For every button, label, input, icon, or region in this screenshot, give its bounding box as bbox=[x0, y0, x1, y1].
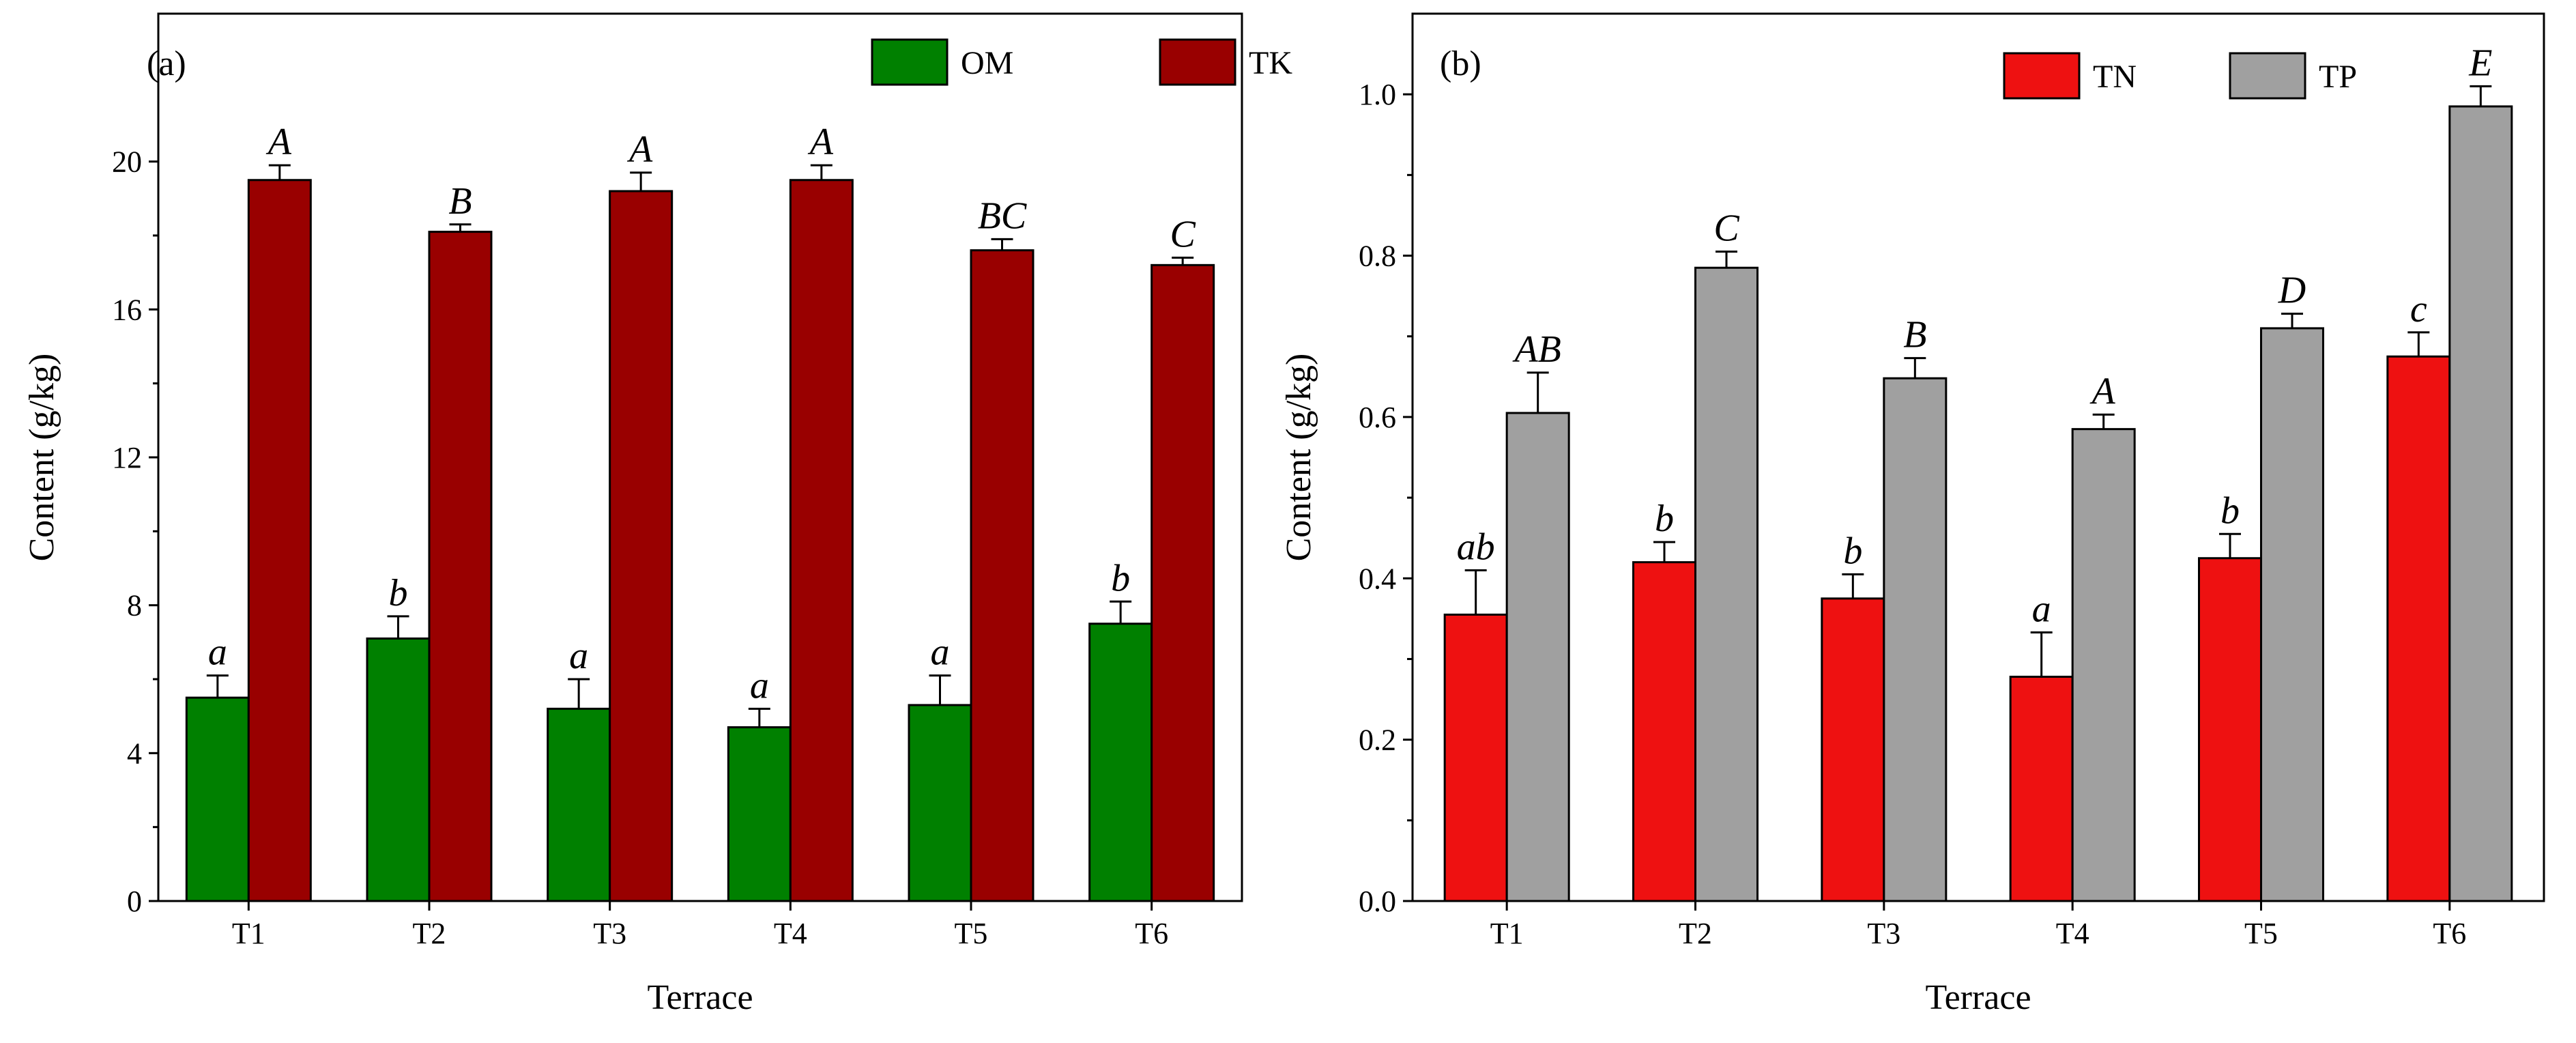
x-tick-label: T1 bbox=[232, 917, 265, 950]
legend-swatch-tn bbox=[2003, 52, 2081, 100]
bar-tk-t5 bbox=[970, 249, 1034, 902]
panel-label: (a) bbox=[147, 44, 186, 83]
bar-om-t5 bbox=[908, 704, 972, 902]
x-tick-label: T4 bbox=[2056, 917, 2089, 950]
significance-label: B bbox=[1903, 314, 1926, 356]
significance-label: BC bbox=[978, 195, 1027, 237]
y-tick-label: 4 bbox=[127, 737, 142, 770]
significance-label: a bbox=[2032, 588, 2051, 630]
legend-label-om: OM bbox=[961, 45, 1013, 81]
significance-label: A bbox=[265, 121, 292, 163]
y-tick-label: 0.2 bbox=[1359, 724, 1396, 757]
bar-tn-t3 bbox=[1821, 597, 1885, 902]
y-tick-label: 8 bbox=[127, 589, 142, 623]
significance-label: b bbox=[1111, 557, 1130, 599]
x-tick-label: T6 bbox=[2433, 917, 2466, 950]
legend-swatch-tk bbox=[1159, 38, 1236, 86]
significance-label: E bbox=[2468, 42, 2492, 84]
x-tick-label: T6 bbox=[1135, 917, 1168, 950]
significance-label: ab bbox=[1457, 526, 1495, 568]
significance-label: b bbox=[1655, 498, 1674, 540]
bar-om-t2 bbox=[366, 637, 431, 902]
y-axis-title: Content (g/kg) bbox=[23, 354, 61, 562]
significance-label: a bbox=[750, 664, 769, 706]
x-tick-label: T1 bbox=[1490, 917, 1524, 950]
significance-label: b bbox=[389, 572, 408, 614]
x-tick-label: T2 bbox=[413, 917, 446, 950]
x-tick-label: T2 bbox=[1679, 917, 1712, 950]
significance-label: C bbox=[1170, 214, 1196, 256]
bar-tp-t1 bbox=[1505, 412, 1570, 902]
bar-tk-t6 bbox=[1150, 263, 1215, 902]
y-axis-title: Content (g/kg) bbox=[1279, 354, 1318, 562]
bar-tk-t1 bbox=[247, 179, 312, 902]
significance-label: c bbox=[2410, 288, 2427, 330]
x-tick-label: T3 bbox=[593, 917, 626, 950]
panel-label: (b) bbox=[1440, 44, 1481, 83]
bar-tn-t2 bbox=[1632, 561, 1696, 902]
y-tick-label: 0.6 bbox=[1359, 401, 1396, 434]
legend-swatch-om bbox=[871, 38, 949, 86]
bar-tk-t3 bbox=[609, 190, 674, 902]
bar-tp-t5 bbox=[2260, 327, 2324, 902]
bar-om-t6 bbox=[1088, 623, 1153, 902]
panel-a: a b a a a b A B A A BC C 0 4 8 12 16 20 T1 T2 T3 T4 T5 T6 Terrac… bbox=[23, 12, 1292, 1017]
y-tick-label: 0.8 bbox=[1359, 240, 1396, 273]
bar-tp-t6 bbox=[2448, 105, 2513, 902]
legend-label-tk: TK bbox=[1249, 45, 1292, 81]
significance-label: b bbox=[1843, 530, 1862, 572]
plot-frame bbox=[1411, 12, 2545, 902]
bar-tp-t3 bbox=[1883, 377, 1948, 902]
significance-label: AB bbox=[1511, 328, 1561, 371]
bar-tk-t4 bbox=[789, 179, 854, 902]
y-tick-label: 0.0 bbox=[1359, 885, 1396, 918]
y-tick-label: 20 bbox=[112, 145, 142, 179]
plot-frame bbox=[157, 12, 1243, 902]
bar-tk-t2 bbox=[428, 231, 493, 902]
significance-label: B bbox=[448, 180, 472, 223]
x-axis-title: Terrace bbox=[647, 978, 753, 1017]
significance-label: b bbox=[2220, 489, 2240, 532]
legend-label-tn: TN bbox=[2093, 59, 2137, 95]
bar-tp-t2 bbox=[1694, 266, 1759, 902]
bar-tp-t4 bbox=[2071, 428, 2136, 902]
y-tick-label: 0.4 bbox=[1359, 562, 1396, 595]
legend-swatch-tp bbox=[2229, 52, 2306, 100]
significance-label: C bbox=[1713, 208, 1739, 250]
significance-label: A bbox=[626, 128, 653, 171]
y-tick-label: 0 bbox=[127, 885, 142, 918]
bar-tn-t1 bbox=[1443, 613, 1508, 902]
bar-om-t3 bbox=[547, 707, 611, 902]
y-tick-label: 16 bbox=[112, 293, 142, 326]
bar-tn-t5 bbox=[2198, 557, 2262, 902]
x-tick-label: T3 bbox=[1867, 917, 1900, 950]
x-tick-label: T4 bbox=[774, 917, 807, 950]
y-tick-label: 12 bbox=[112, 441, 142, 474]
significance-label: A bbox=[2089, 370, 2116, 412]
bar-tn-t6 bbox=[2386, 355, 2451, 902]
significance-label: a bbox=[569, 635, 588, 677]
x-axis-title: Terrace bbox=[1925, 978, 2031, 1017]
x-tick-label: T5 bbox=[955, 917, 988, 950]
legend-label-tp: TP bbox=[2319, 59, 2357, 95]
significance-label: a bbox=[931, 631, 950, 674]
bar-om-t1 bbox=[185, 696, 250, 902]
significance-label: A bbox=[807, 121, 834, 163]
y-tick-label: 1.0 bbox=[1359, 78, 1396, 111]
bar-tn-t4 bbox=[2009, 675, 2074, 902]
significance-label: D bbox=[2278, 270, 2306, 312]
bar-om-t4 bbox=[727, 726, 792, 902]
x-tick-label: T5 bbox=[2244, 917, 2278, 950]
significance-label: a bbox=[208, 631, 227, 674]
